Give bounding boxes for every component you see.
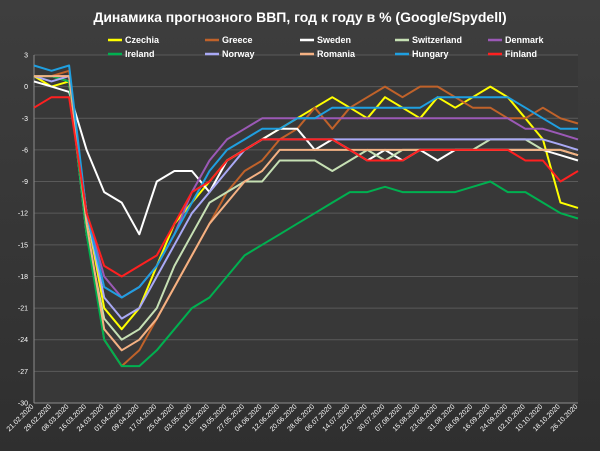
y-tick-label: -18 xyxy=(18,274,28,281)
legend-label-denmark: Denmark xyxy=(505,35,545,45)
legend-label-czechia: Czechia xyxy=(125,35,160,45)
series-line-switzerland xyxy=(34,75,579,341)
y-tick-label: 0 xyxy=(24,84,28,91)
legend-label-romania: Romania xyxy=(317,49,356,59)
y-tick-label: -30 xyxy=(18,401,28,408)
legend-label-finland: Finland xyxy=(505,49,537,59)
legend-label-ireland: Ireland xyxy=(125,49,155,59)
y-tick-label: -9 xyxy=(22,179,28,186)
legend-label-greece: Greece xyxy=(222,35,253,45)
y-tick-label: -24 xyxy=(18,337,28,344)
chart-title: Динамика прогнозного ВВП, год к году в %… xyxy=(93,9,507,25)
y-tick-label: -15 xyxy=(18,242,28,249)
series-line-hungary xyxy=(33,64,578,299)
plot-area xyxy=(34,55,578,403)
y-tick-label: -3 xyxy=(22,116,28,123)
legend-label-switzerland: Switzerland xyxy=(412,35,462,45)
legend-label-hungary: Hungary xyxy=(412,49,449,59)
y-tick-label: -12 xyxy=(18,211,28,218)
y-tick-label: -27 xyxy=(18,369,28,376)
y-tick-label: -21 xyxy=(18,306,28,313)
series-line-czechia xyxy=(33,75,579,331)
series-line-ireland xyxy=(34,75,579,368)
series-line-finland xyxy=(33,96,579,278)
y-tick-label: 3 xyxy=(24,53,28,60)
legend-label-sweden: Sweden xyxy=(317,35,351,45)
legend-label-norway: Norway xyxy=(222,49,255,59)
y-tick-label: -6 xyxy=(22,147,28,154)
